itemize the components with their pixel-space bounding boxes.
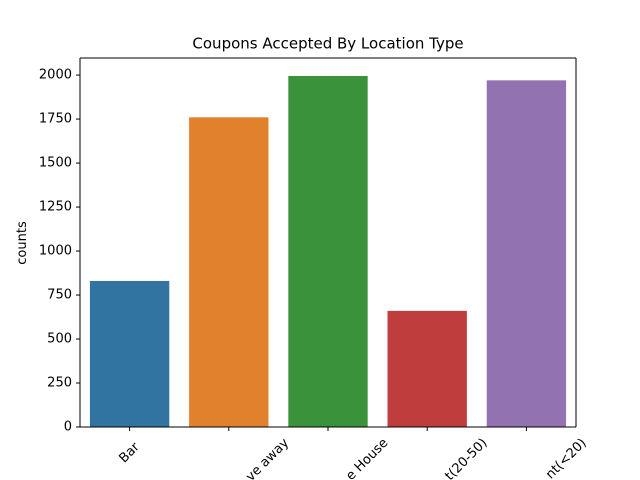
bar <box>387 310 467 427</box>
bar <box>189 117 269 428</box>
chart-title: Coupons Accepted By Location Type <box>192 35 463 53</box>
bar <box>89 280 170 427</box>
y-tick-label: 1000 <box>39 244 72 259</box>
y-axis-label: counts <box>15 221 30 265</box>
x-tick-label: nt(<20) <box>543 436 590 480</box>
y-tick-label: 2000 <box>39 68 72 83</box>
y-tick-label: 750 <box>47 288 72 303</box>
x-tick-label: Bar <box>116 439 143 466</box>
y-tick-label: 1750 <box>39 112 72 127</box>
y-tick-label: 0 <box>64 420 72 435</box>
x-tick-label: ve away <box>243 435 292 480</box>
y-tick-label: 250 <box>47 376 72 391</box>
y-tick-label: 1250 <box>39 200 72 215</box>
y-tick-label: 1500 <box>39 156 72 171</box>
bar <box>288 75 368 428</box>
y-tick-label: 500 <box>47 332 72 347</box>
bar <box>486 80 567 427</box>
x-tick-label: e House <box>343 436 391 480</box>
x-tick-label: t(20-50) <box>442 436 490 480</box>
